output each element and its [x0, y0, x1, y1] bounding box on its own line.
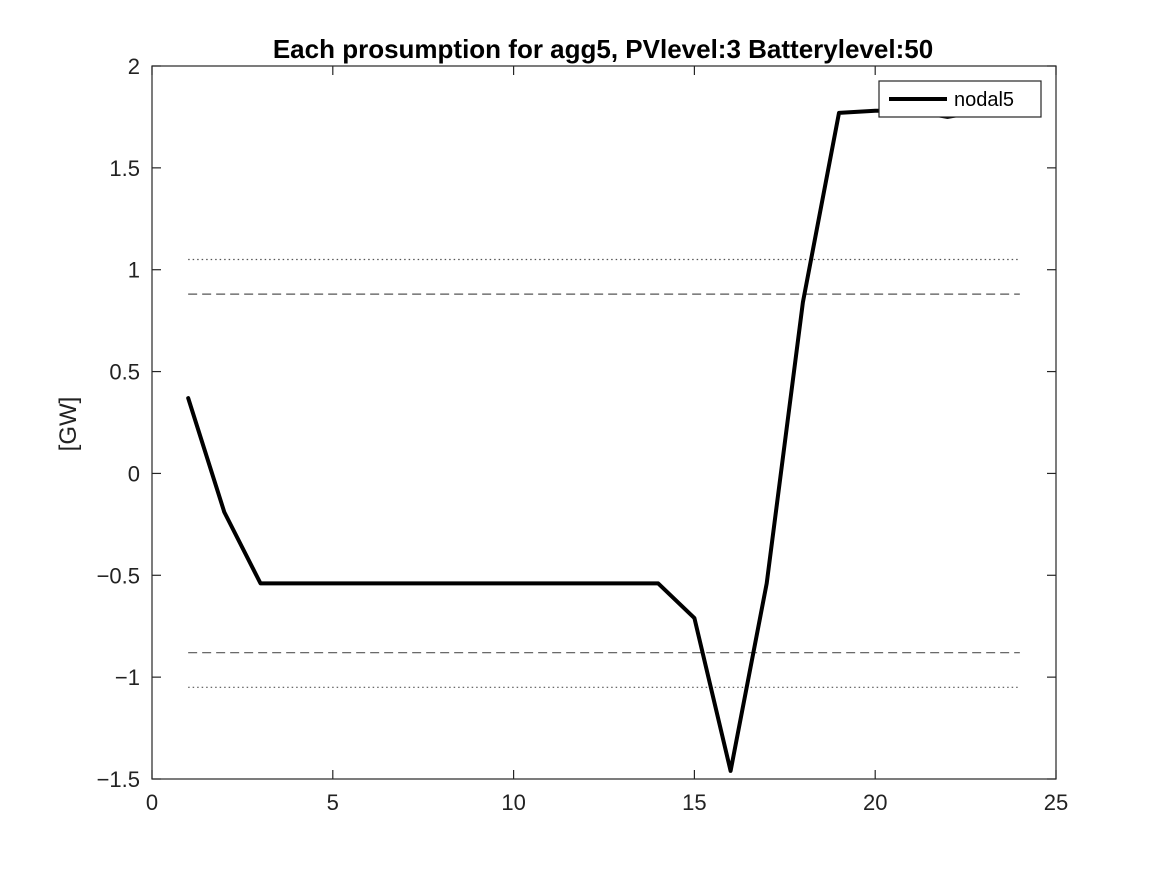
y-axis-label: [GW]	[55, 397, 82, 452]
y-tick-label: 1.5	[109, 156, 140, 181]
y-tick-label: −1.5	[97, 767, 140, 792]
x-tick-label: 15	[682, 790, 706, 815]
legend-label-nodal5: nodal5	[954, 89, 1014, 111]
x-tick-label: 10	[501, 790, 525, 815]
chart-title: Each prosumption for agg5, PVlevel:3 Bat…	[273, 34, 933, 64]
y-tick-label: 0.5	[109, 360, 140, 385]
y-tick-label: −1	[115, 665, 140, 690]
x-tick-label: 5	[327, 790, 339, 815]
plot-area: 0 5 10 15 20 25 2 1.5 1 0.5 0 −0.5 −1 −1.5 nodal5	[97, 54, 1069, 815]
x-tick-label: 0	[146, 790, 158, 815]
x-tick-label: 25	[1044, 790, 1068, 815]
y-tick-label: 2	[128, 54, 140, 79]
axes-box	[151, 65, 1057, 780]
y-tick-label: 1	[128, 258, 140, 283]
legend-box	[878, 80, 1042, 118]
y-tick-label: 0	[128, 461, 140, 486]
y-tick-label: −0.5	[97, 563, 140, 588]
x-tick-label: 20	[863, 790, 887, 815]
